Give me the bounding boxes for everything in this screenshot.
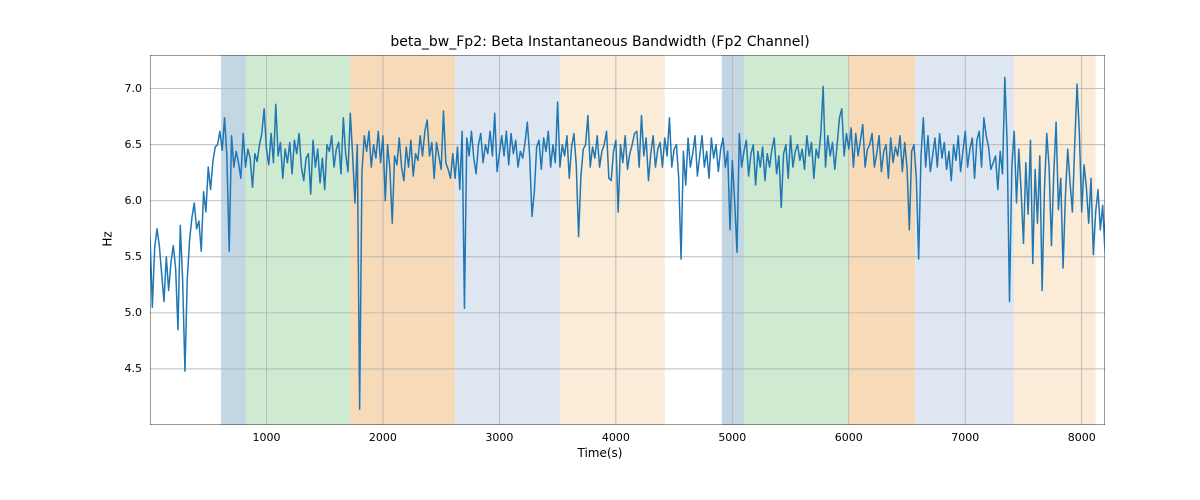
x-tick-label: 5000 [718,431,746,444]
x-tick-label: 8000 [1068,431,1096,444]
x-tick-label: 7000 [951,431,979,444]
y-tick-label: 5.0 [102,306,142,319]
x-axis-label: Time(s) [0,446,1200,460]
y-tick-label: 7.0 [102,82,142,95]
x-tick-label: 4000 [602,431,630,444]
y-axis-label: Hz [101,231,115,246]
y-tick-label: 6.0 [102,194,142,207]
chart-container: beta_bw_Fp2: Beta Instantaneous Bandwidt… [0,0,1200,500]
x-tick-label: 3000 [485,431,513,444]
plot-area [150,55,1105,425]
y-tick-label: 4.5 [102,362,142,375]
x-tick-label: 6000 [835,431,863,444]
x-tick-label: 1000 [252,431,280,444]
chart-title: beta_bw_Fp2: Beta Instantaneous Bandwidt… [0,34,1200,50]
y-tick-label: 5.5 [102,250,142,263]
y-tick-label: 6.5 [102,138,142,151]
x-tick-label: 2000 [369,431,397,444]
